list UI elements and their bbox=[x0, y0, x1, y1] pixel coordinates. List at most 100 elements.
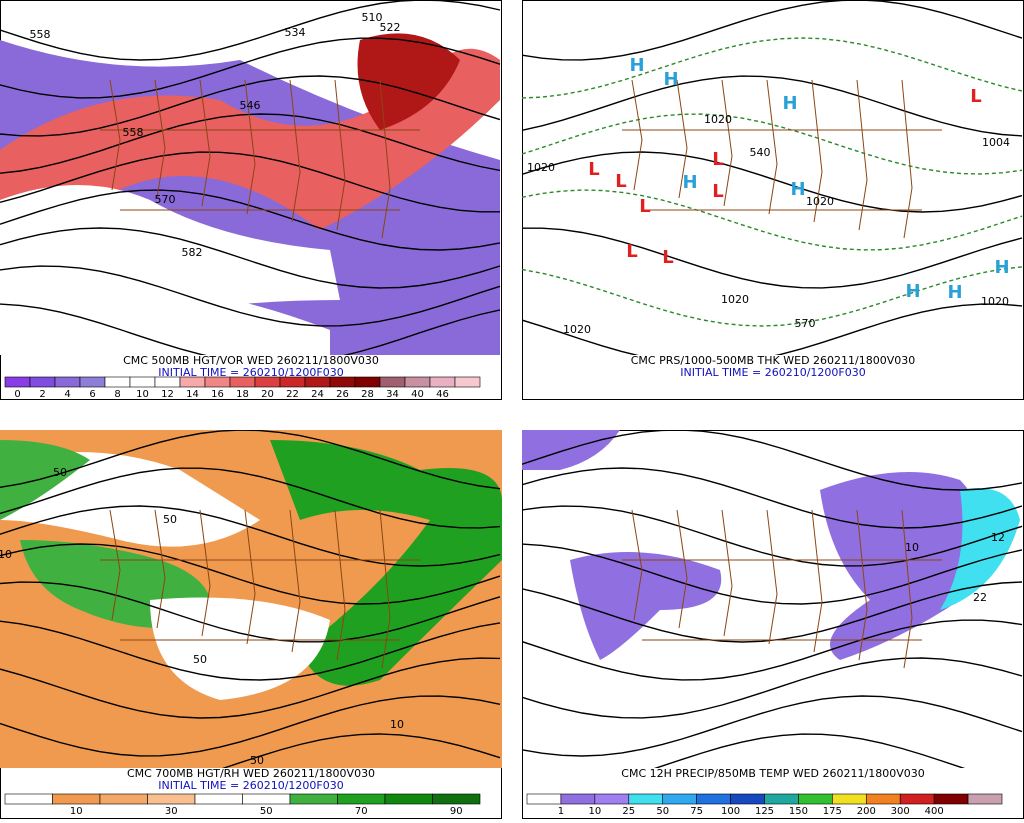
boundary-line bbox=[856, 509, 868, 661]
colorbar-box bbox=[154, 376, 181, 388]
map-label: H bbox=[947, 282, 962, 303]
colorbar-label: 10 bbox=[588, 806, 601, 817]
boundary-line bbox=[721, 79, 733, 207]
colorbar-box bbox=[379, 376, 406, 388]
colorbar-label: 0 bbox=[14, 389, 20, 400]
init-time: INITIAL TIME = 260210/1200F030 bbox=[158, 366, 343, 379]
colorbar-label: 40 bbox=[411, 389, 424, 400]
contour-line bbox=[0, 430, 501, 490]
map-label: H bbox=[629, 55, 644, 76]
colorbar-box bbox=[54, 376, 81, 388]
contour-line bbox=[522, 303, 1023, 355]
map-label: L bbox=[639, 196, 650, 217]
colorbar-box bbox=[279, 376, 306, 388]
colorbar-box bbox=[526, 793, 562, 805]
shaded-area bbox=[570, 552, 722, 660]
map-label: 1020 bbox=[721, 293, 749, 306]
colorbar-box bbox=[832, 793, 867, 805]
colorbar-label: 26 bbox=[336, 389, 349, 400]
colorbar-box bbox=[337, 793, 386, 805]
colorbar-box bbox=[147, 793, 196, 805]
contour-line bbox=[522, 113, 1023, 175]
colorbar-box bbox=[254, 376, 281, 388]
colorbar-label: 28 bbox=[361, 389, 374, 400]
map-label: H bbox=[782, 93, 797, 114]
map-area bbox=[0, 430, 502, 768]
colorbar-box bbox=[764, 793, 799, 805]
contour-line bbox=[0, 620, 501, 681]
map-label: 1020 bbox=[704, 113, 732, 126]
contour-line bbox=[522, 37, 1023, 99]
colorbar-box bbox=[204, 376, 231, 388]
boundary-line bbox=[289, 79, 301, 223]
map-label: 540 bbox=[750, 146, 771, 159]
boundary-line bbox=[154, 79, 166, 199]
contour-line bbox=[522, 227, 1023, 289]
colorbar-label: 50 bbox=[656, 806, 669, 817]
contour-line bbox=[522, 266, 1023, 327]
colorbar-label: 6 bbox=[89, 389, 95, 400]
contour-line bbox=[0, 695, 501, 757]
contour-line bbox=[0, 505, 501, 567]
contour-line bbox=[0, 657, 501, 719]
contour-line bbox=[0, 303, 501, 355]
colorbar-label: 30 bbox=[165, 806, 178, 817]
contour-line bbox=[0, 467, 501, 529]
colorbar-box bbox=[899, 793, 935, 805]
map-label: 1020 bbox=[527, 161, 555, 174]
colorbar-label: 50 bbox=[260, 806, 273, 817]
colorbar-box bbox=[4, 376, 31, 388]
colorbar-box bbox=[662, 793, 697, 805]
colorbar-box bbox=[696, 793, 731, 805]
boundary-line bbox=[289, 509, 301, 653]
colorbar-label: 90 bbox=[450, 806, 463, 817]
contour-line bbox=[653, 733, 966, 768]
colorbar-box bbox=[865, 793, 901, 805]
contour-line bbox=[522, 430, 1023, 491]
colorbar-label: 14 bbox=[186, 389, 199, 400]
map-label: 50 bbox=[193, 653, 207, 666]
colorbar-label: 46 bbox=[436, 389, 449, 400]
colorbar-box bbox=[798, 793, 833, 805]
colorbar-box bbox=[79, 376, 106, 388]
map-label: H bbox=[682, 172, 697, 193]
contour-line bbox=[522, 619, 1023, 681]
colorbar-box bbox=[432, 793, 481, 805]
colorbar-label: 22 bbox=[286, 389, 299, 400]
colorbar-label: 75 bbox=[690, 806, 703, 817]
colorbar-label: 10 bbox=[70, 806, 83, 817]
init-time: INITIAL TIME = 260210/1200F030 bbox=[680, 366, 865, 379]
colorbar-label: 125 bbox=[755, 806, 774, 817]
colorbar-label: 70 bbox=[355, 806, 368, 817]
map-label: H bbox=[994, 257, 1009, 278]
map-label: L bbox=[588, 159, 599, 180]
shaded-area bbox=[270, 440, 502, 686]
boundary-line bbox=[631, 509, 643, 621]
colorbar-label: 200 bbox=[857, 806, 876, 817]
map-label: L bbox=[712, 181, 723, 202]
map-label: 570 bbox=[155, 193, 176, 206]
boundary-line bbox=[766, 79, 778, 215]
boundary-line bbox=[631, 79, 643, 191]
boundary-line bbox=[100, 129, 420, 211]
shaded-area bbox=[357, 33, 460, 131]
boundary-line bbox=[901, 509, 913, 669]
boundary-line bbox=[856, 79, 868, 231]
map-label: L bbox=[626, 241, 637, 262]
boundary-line bbox=[154, 509, 166, 629]
colorbar-box bbox=[4, 793, 53, 805]
map-label: 1020 bbox=[981, 295, 1009, 308]
colorbar-label: 20 bbox=[261, 389, 274, 400]
map-label: 1020 bbox=[806, 195, 834, 208]
shaded-area bbox=[522, 430, 620, 470]
contour-line bbox=[522, 75, 1023, 137]
boundary-line bbox=[811, 79, 823, 223]
boundary-line bbox=[109, 509, 121, 621]
boundary-line bbox=[199, 509, 211, 637]
colorbar-box bbox=[730, 793, 765, 805]
colorbar-box bbox=[179, 376, 206, 388]
map-label: 50 bbox=[53, 466, 67, 479]
map-label: H bbox=[790, 179, 805, 200]
